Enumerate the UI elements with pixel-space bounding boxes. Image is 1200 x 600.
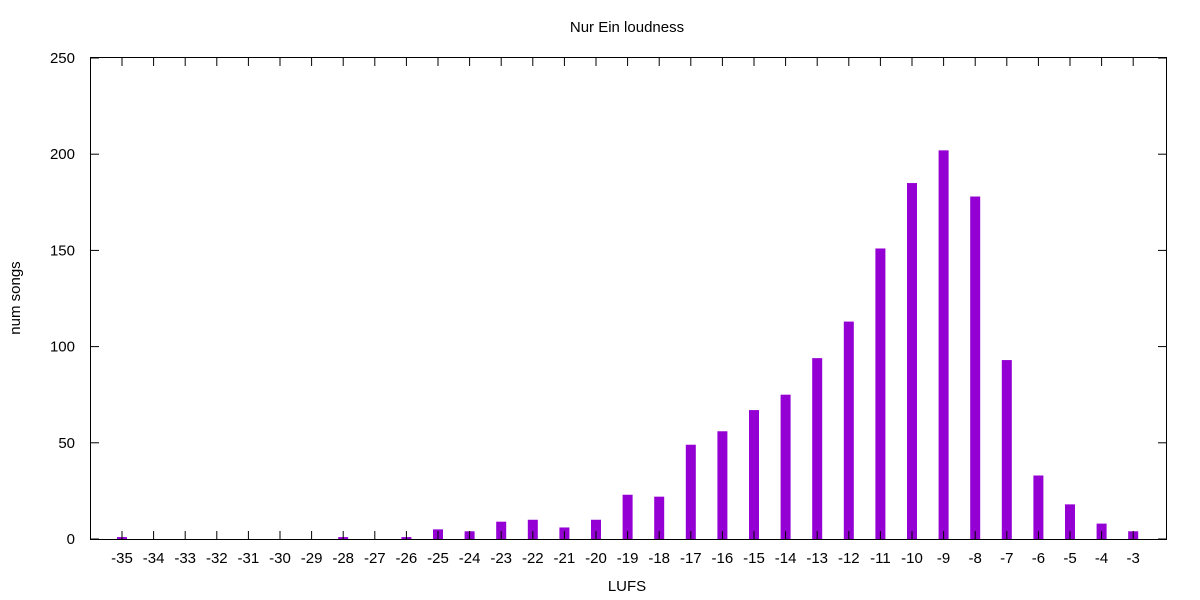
bar--15 [749, 410, 759, 539]
bar--16 [717, 431, 728, 539]
y-tick-label: 150 [50, 242, 75, 259]
bars-group [117, 150, 1139, 540]
x-tick-label: -9 [937, 550, 950, 567]
bar--13 [812, 358, 823, 539]
y-tick-label: 250 [50, 50, 75, 67]
x-axis-label: LUFS [608, 578, 646, 595]
x-tick-label: -7 [1000, 550, 1013, 567]
bar--10 [907, 183, 917, 539]
x-tick-label: -32 [206, 550, 228, 567]
bar--20 [591, 519, 601, 539]
x-tick-label: -15 [743, 550, 765, 567]
x-tick-label: -27 [364, 550, 386, 567]
y-axis-label: num songs [7, 261, 24, 334]
x-tick-label: -18 [648, 550, 670, 567]
x-tick-label: -20 [585, 550, 607, 567]
x-tick-label: -16 [712, 550, 734, 567]
x-tick-label: -31 [238, 550, 260, 567]
x-tick-label: -13 [806, 550, 828, 567]
bar--19 [622, 494, 633, 539]
bar--11 [875, 248, 886, 540]
bar--7 [1001, 360, 1012, 539]
x-tick-label: -5 [1063, 550, 1076, 567]
x-tick-label: -25 [427, 550, 449, 567]
y-tick-label: 0 [67, 531, 75, 548]
x-tick-label: -21 [554, 550, 576, 567]
bar--12 [843, 321, 854, 539]
y-ticks-group: 0 50 100 150 200 250 [50, 50, 1166, 548]
x-tick-label: -23 [490, 550, 512, 567]
x-tick-label: -33 [174, 550, 196, 567]
x-tick-label: -26 [396, 550, 418, 567]
x-tick-label: -30 [269, 550, 291, 567]
x-tick-label: -29 [301, 550, 323, 567]
bar--14 [780, 394, 791, 539]
x-tick-label: -14 [775, 550, 797, 567]
x-tick-label: -6 [1032, 550, 1045, 567]
y-tick-label: 50 [58, 435, 75, 452]
bar--17 [685, 444, 696, 539]
y-tick-label: 200 [50, 146, 75, 163]
x-tick-label: -8 [969, 550, 982, 567]
plot-frame [90, 57, 1167, 540]
x-tick-label: -22 [522, 550, 544, 567]
bar--6 [1033, 475, 1044, 539]
bar--8 [970, 196, 981, 539]
x-tick-label: -28 [332, 550, 354, 567]
x-tick-label: -4 [1095, 550, 1108, 567]
chart-title: Nur Ein loudness [570, 19, 684, 36]
x-tick-label: -17 [680, 550, 702, 567]
y-tick-label: 100 [50, 339, 75, 356]
x-tick-label: -10 [901, 550, 923, 567]
bar--23 [496, 521, 507, 539]
bar--18 [654, 496, 665, 539]
bar--22 [527, 519, 538, 539]
x-tick-label: -12 [838, 550, 860, 567]
x-tick-label: -11 [870, 550, 891, 567]
x-tick-label: -35 [111, 550, 133, 567]
bar--5 [1065, 504, 1075, 539]
x-tick-label: -3 [1127, 550, 1140, 567]
x-ticks-group: -35 -34 -33 -32 -31 -30 -29 -28 -27 -26 -25 -24 -23-… [111, 58, 1140, 567]
bar--9 [938, 150, 949, 539]
x-tick-label: -24 [459, 550, 481, 567]
x-tick-label: -19 [617, 550, 639, 567]
x-tick-label: -34 [143, 550, 165, 567]
